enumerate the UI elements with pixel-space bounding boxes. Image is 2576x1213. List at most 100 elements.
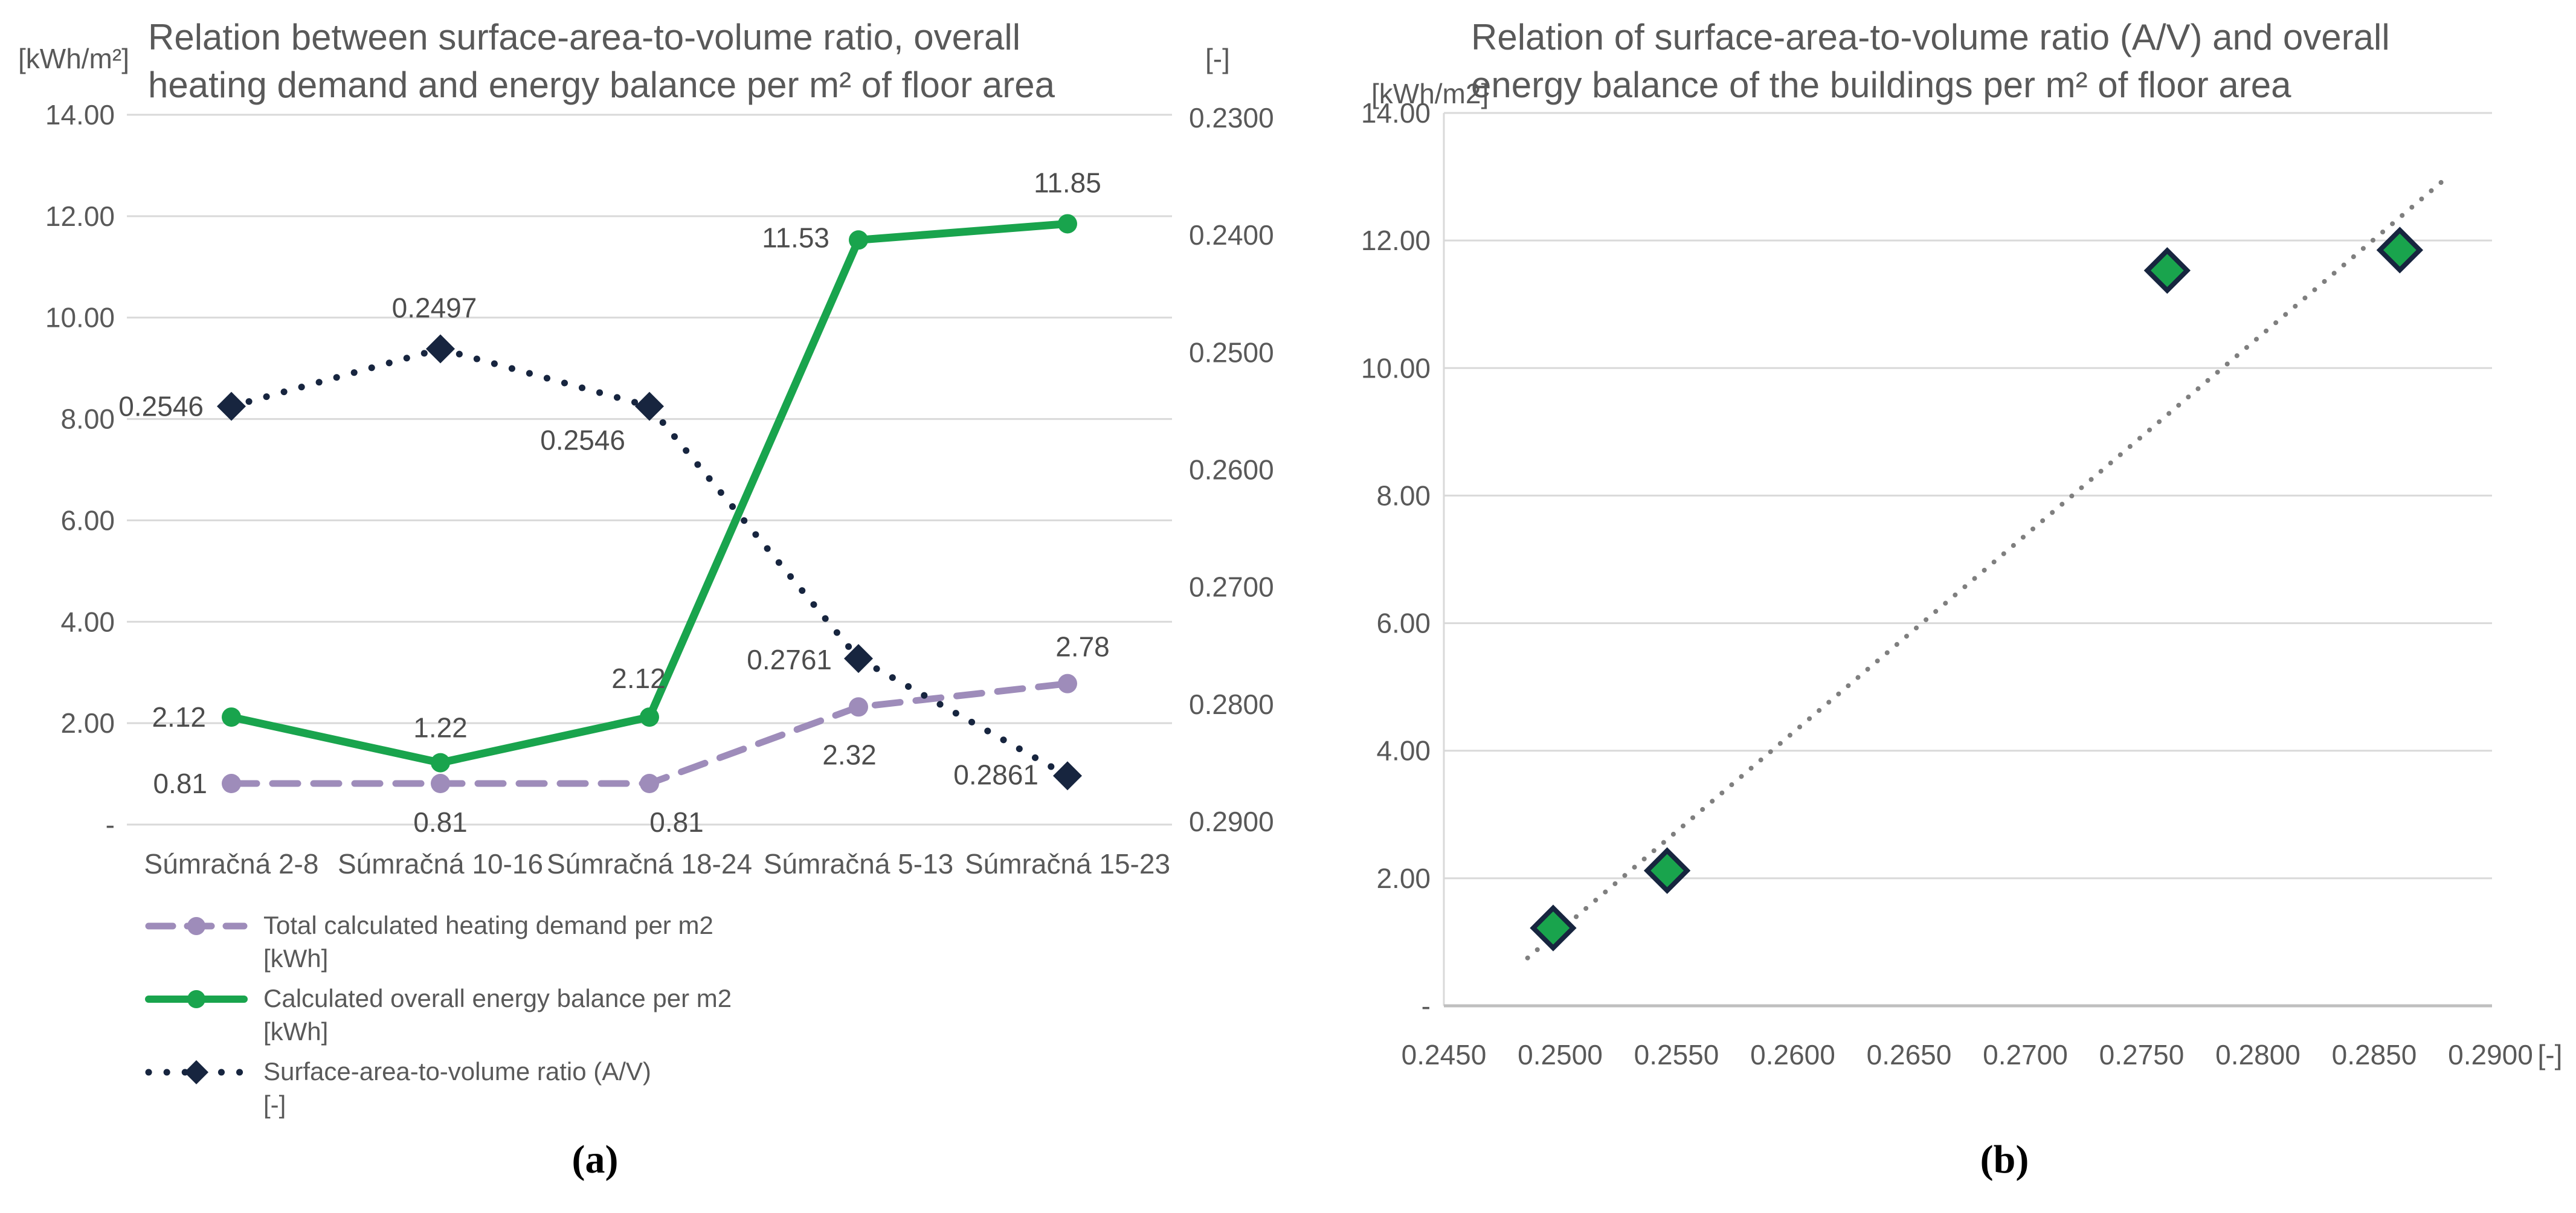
category-label: Súmračná 5-13 — [764, 848, 954, 880]
series-av-ratio-data-label: 0.2861 — [953, 759, 1038, 790]
series-av-ratio-marker — [635, 391, 664, 421]
series-energy-balance-data-label: 11.53 — [762, 222, 829, 253]
series-energy-balance-marker — [640, 707, 659, 727]
y-axis-tick-label: - — [1422, 990, 1431, 1022]
y-axis-tick-label: 10.00 — [1361, 352, 1431, 384]
legend-label-heating-demand: Total calculated heating demand per m2 [… — [263, 911, 713, 973]
scatter-point — [1643, 847, 1691, 894]
series-energy-balance-marker — [222, 707, 241, 727]
right-axis-tick-label: 0.2300 — [1189, 102, 1274, 134]
left-axis-tick-label: 14.00 — [45, 99, 115, 130]
chart-b-title: Relation of surface-area-to-volume ratio… — [1471, 13, 2390, 109]
energy-balance-legend-marker — [187, 990, 205, 1009]
chart-a-plot: 14.00 12.00 10.00 8.00 6.00 4.00 2.00 - 0.2300 0.… — [45, 99, 1274, 880]
series-energy-balance-data-label: 1.22 — [413, 712, 468, 744]
series-av-ratio-marker — [217, 391, 246, 421]
series-energy-balance-marker — [849, 230, 868, 250]
x-axis-tick-label: 0.2600 — [1750, 1039, 1835, 1070]
series-heating-demand-data-label: 2.32 — [822, 739, 877, 770]
y-axis-tick-label: 4.00 — [1376, 735, 1431, 767]
right-axis-tick-label: 0.2900 — [1189, 806, 1274, 837]
left-axis-tick-label: 10.00 — [45, 302, 115, 333]
series-av-ratio-marker — [1053, 761, 1082, 791]
x-axis-tick-label: 0.2800 — [2215, 1039, 2301, 1070]
series-energy-balance-data-label: 2.12 — [611, 663, 666, 694]
y-axis-tick-label: 8.00 — [1376, 480, 1431, 511]
chart-b-title-line1: Relation of surface-area-to-volume ratio… — [1471, 17, 2390, 57]
scatter-point — [2143, 247, 2191, 294]
series-heating-demand-line — [228, 680, 1071, 787]
right-axis-tick-label: 0.2400 — [1189, 219, 1274, 251]
trendline — [1525, 177, 2447, 960]
chart-a-title: Relation between surface-area-to-volume … — [148, 13, 1055, 109]
series-heating-demand-marker — [222, 774, 241, 794]
series-av-ratio-data-label: 0.2761 — [747, 644, 832, 675]
series-heating-demand-data-label: 0.81 — [649, 806, 704, 838]
chart-a-title-line2: heating demand and energy balance per m²… — [148, 65, 1055, 106]
series-heating-demand-data-label: 0.81 — [413, 806, 468, 838]
category-label: Súmračná 10-16 — [338, 848, 543, 880]
series-heating-demand-data-label: 0.81 — [153, 768, 207, 799]
energy-balance-legend-marker-icon — [145, 990, 248, 1009]
series-energy-balance-marker — [1058, 214, 1077, 234]
series-energy-balance-data-label: 11.85 — [1034, 167, 1101, 198]
series-av-ratio-data-label: 0.2546 — [118, 391, 204, 422]
y-axis-tick-label: 14.00 — [1361, 97, 1431, 129]
av-ratio-legend-marker — [184, 1060, 208, 1085]
y-axis-tick-label: 6.00 — [1376, 608, 1431, 639]
category-label: Súmračná 15-23 — [965, 848, 1170, 880]
y-axis-tick-label: 2.00 — [1376, 863, 1431, 894]
x-axis-tick-label: 0.2900 — [2448, 1039, 2533, 1070]
series-heating-demand-marker — [849, 697, 868, 717]
left-axis-tick-label: 8.00 — [60, 404, 115, 435]
legend-item-av-ratio: Surface-area-to-volume ratio (A/V) [-] — [145, 1055, 732, 1121]
heating-demand-legend-marker-icon — [145, 917, 248, 935]
scatter-point — [2376, 227, 2424, 274]
scatter-point — [1530, 904, 1577, 951]
av-ratio-legend-marker-icon — [145, 1060, 248, 1085]
right-axis-tick-label: 0.2700 — [1189, 571, 1274, 603]
chart-a-legend: Total calculated heating demand per m2 [… — [145, 909, 732, 1129]
series-energy-balance-marker — [431, 753, 450, 773]
chart-a-right-axis-unit: [-] — [1205, 43, 1230, 74]
series-av-ratio-marker — [426, 334, 455, 364]
x-axis-tick-label: 0.2650 — [1867, 1039, 1952, 1070]
series-energy-balance-data-label: 2.12 — [152, 701, 206, 733]
x-axis-tick-label: 0.2450 — [1402, 1039, 1487, 1070]
chart-a-left-axis-unit: [kWh/m²] — [18, 43, 129, 74]
chart-b-plot: 14.00 12.00 10.00 8.00 6.00 4.00 2.00 - 0.2450 0.… — [1361, 97, 2563, 1070]
category-label: Súmračná 2-8 — [144, 848, 319, 880]
left-axis-tick-label: 6.00 — [60, 504, 115, 536]
chart-b-x-axis-unit: [-] — [2538, 1039, 2563, 1070]
series-av-ratio-data-label: 0.2497 — [392, 292, 477, 324]
y-axis-tick-label: 12.00 — [1361, 225, 1431, 256]
legend-label-av-ratio: Surface-area-to-volume ratio (A/V) [-] — [263, 1057, 651, 1119]
x-axis-tick-label: 0.2850 — [2332, 1039, 2417, 1070]
heating-demand-legend-marker — [187, 917, 205, 935]
chart-b-title-line2: energy balance of the buildings per m² o… — [1471, 65, 2291, 106]
chart-a-title-line1: Relation between surface-area-to-volume … — [148, 17, 1021, 57]
legend-item-heating-demand: Total calculated heating demand per m2 [… — [145, 909, 732, 975]
subfigure-caption-b: (b) — [1980, 1137, 2029, 1182]
series-heating-demand-marker — [640, 774, 659, 794]
right-axis-tick-label: 0.2600 — [1189, 454, 1274, 486]
x-axis-tick-label: 0.2550 — [1634, 1039, 1719, 1070]
left-axis-tick-label: 12.00 — [45, 201, 115, 232]
left-axis-tick-label: 4.00 — [60, 606, 115, 637]
left-axis-tick-label: - — [106, 809, 115, 840]
series-heating-demand-marker — [1058, 674, 1077, 693]
series-av-ratio-marker — [844, 644, 873, 674]
chart-b-y-axis-unit: [kWh/m2] — [1371, 78, 1489, 109]
category-label: Súmračná 18-24 — [547, 848, 752, 880]
x-axis-tick-label: 0.2700 — [1983, 1039, 2068, 1070]
legend-label-energy-balance: Calculated overall energy balance per m2… — [263, 984, 732, 1046]
series-heating-demand-marker — [431, 774, 450, 794]
series-av-ratio-data-label: 0.2546 — [540, 425, 625, 456]
x-axis-tick-label: 0.2500 — [1518, 1039, 1603, 1070]
right-axis-tick-label: 0.2800 — [1189, 689, 1274, 720]
series-heating-demand-data-label: 2.78 — [1055, 631, 1110, 663]
right-axis-tick-label: 0.2500 — [1189, 336, 1274, 368]
subfigure-caption-a: (a) — [572, 1137, 619, 1182]
left-axis-tick-label: 2.00 — [60, 707, 115, 739]
